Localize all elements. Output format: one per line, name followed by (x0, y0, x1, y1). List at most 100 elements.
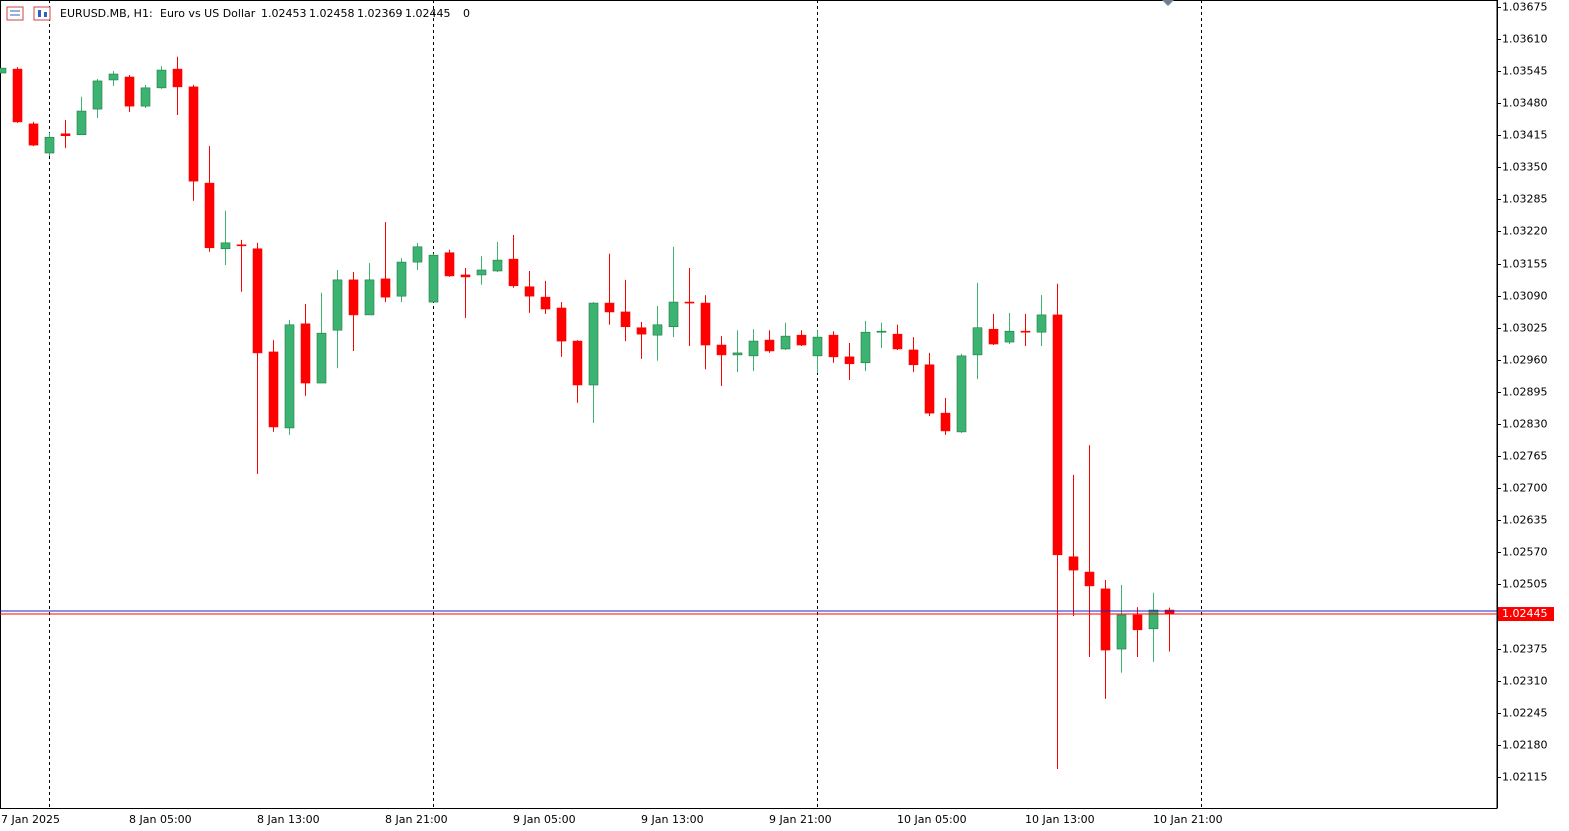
y-tick-label: 1.02375 (1502, 643, 1548, 656)
candle-body (252, 248, 263, 354)
candle-body (892, 333, 903, 350)
y-tick-label: 1.02830 (1502, 418, 1548, 431)
candle-body (572, 340, 583, 386)
candle-body (844, 356, 855, 365)
y-tick-label: 1.02115 (1502, 771, 1548, 784)
candle-body (1020, 330, 1031, 333)
candle-body (876, 330, 887, 333)
candle-body (76, 110, 87, 136)
candle-body (348, 279, 359, 316)
candle-body (668, 301, 679, 328)
candle-body (268, 351, 279, 428)
bid-label-box (1498, 607, 1554, 622)
x-tick-label: 8 Jan 13:00 (257, 813, 320, 826)
icon (44, 12, 47, 17)
candle-body (508, 258, 519, 287)
y-tick-label: 1.03545 (1502, 65, 1548, 78)
header-low: 1.02369 (357, 7, 403, 20)
y-tick-label: 1.03285 (1502, 193, 1548, 206)
candle-body (124, 76, 135, 107)
candle-body (748, 340, 759, 357)
y-tick-label: 1.03090 (1502, 290, 1548, 303)
candle-body (188, 86, 199, 182)
header-open: 1.02453 (261, 7, 307, 20)
candle-body (732, 352, 743, 356)
candle-body (924, 364, 935, 414)
y-tick-label: 1.02245 (1502, 707, 1548, 720)
candle-body (908, 349, 919, 366)
candle-body (636, 327, 647, 335)
candle-body (764, 339, 775, 352)
icon (6, 6, 24, 21)
candle-body (1036, 314, 1047, 333)
x-tick-label: 10 Jan 13:00 (1025, 813, 1095, 826)
candle-body (796, 334, 807, 346)
candle-body (940, 412, 951, 432)
y-tick-label: 1.03025 (1502, 322, 1548, 335)
candle-body (556, 307, 567, 342)
x-tick-label: 9 Jan 13:00 (641, 813, 704, 826)
x-tick-label: 10 Jan 05:00 (897, 813, 967, 826)
candle-body (332, 279, 343, 331)
candle-body (1148, 609, 1159, 630)
candle-body (412, 246, 423, 263)
y-tick-label: 1.03675 (1502, 1, 1548, 14)
plot-frame (0, 0, 1498, 809)
y-tick-label: 1.02310 (1502, 675, 1548, 688)
candle-body (492, 259, 503, 272)
y-tick-label: 1.02895 (1502, 386, 1548, 399)
y-tick-label: 1.02635 (1502, 514, 1548, 527)
y-tick-label: 1.03415 (1502, 129, 1548, 142)
candle-body (316, 332, 327, 384)
candle-body (44, 136, 55, 154)
candle-body (0, 67, 7, 74)
candle-body (604, 302, 615, 313)
candle-body (988, 328, 999, 345)
candle-body (444, 252, 455, 277)
candle-body (140, 87, 151, 107)
plot-area (0, 0, 1497, 808)
candle-body (540, 296, 551, 310)
candle-body (204, 182, 215, 249)
candle-body (524, 286, 535, 297)
candle-body (1132, 614, 1143, 631)
candle-body (380, 278, 391, 298)
y-tick-label: 1.02570 (1502, 546, 1548, 559)
candle-body (1068, 556, 1079, 571)
y-tick-label: 1.02765 (1502, 450, 1548, 463)
candle-body (956, 355, 967, 433)
candle-body (860, 331, 871, 364)
candle-body (236, 244, 247, 247)
description: Euro vs US Dollar (160, 7, 256, 20)
x-tick-label: 8 Jan 05:00 (129, 813, 192, 826)
header-value: 0 (463, 7, 470, 20)
icon (38, 10, 41, 17)
candle-body (300, 323, 311, 384)
x-tick-label: 9 Jan 21:00 (769, 813, 832, 826)
header-icons (6, 6, 51, 21)
x-tick-label: 8 Jan 21:00 (385, 813, 448, 826)
candle-body (1052, 314, 1063, 556)
candle-body (1100, 588, 1111, 651)
bid-label: 1.02445 (1502, 607, 1548, 620)
x-tick-label: 9 Jan 05:00 (513, 813, 576, 826)
candle-body (220, 242, 231, 250)
candle-body (364, 279, 375, 316)
icon (33, 6, 51, 21)
x-tick-label: 10 Jan 21:00 (1153, 813, 1223, 826)
y-tick-label: 1.02180 (1502, 739, 1548, 752)
candle-body (972, 327, 983, 356)
candle-body (620, 311, 631, 328)
candle-body (428, 254, 439, 303)
candle-body (588, 302, 599, 386)
candle-body (1084, 571, 1095, 587)
candle-body (156, 69, 167, 89)
candle-body (700, 302, 711, 346)
candle-body (460, 274, 471, 278)
candle-body (476, 269, 487, 276)
candle-body (60, 133, 71, 137)
candle-body (1004, 330, 1015, 343)
y-tick-label: 1.02960 (1502, 354, 1548, 367)
candle-body (812, 336, 823, 357)
